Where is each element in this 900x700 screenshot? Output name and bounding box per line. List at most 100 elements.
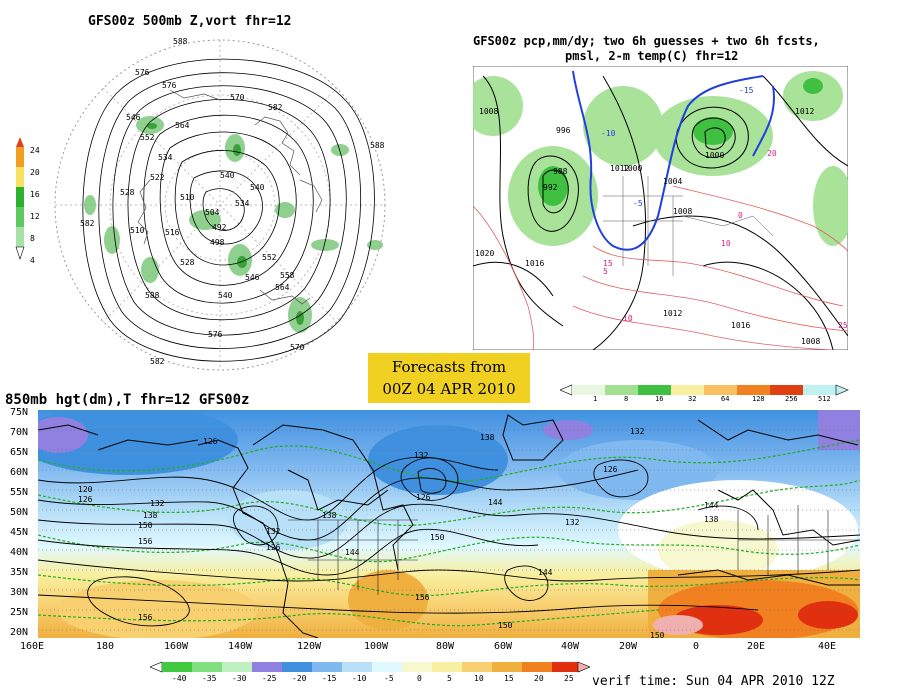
svg-text:528: 528	[180, 258, 195, 267]
forecast-line1: Forecasts from	[391, 358, 507, 376]
lat-label-75n: 75N	[10, 407, 29, 418]
svg-text:588: 588	[173, 37, 188, 46]
svg-text:150: 150	[430, 533, 445, 542]
lon-label-140w: 140W	[228, 641, 253, 652]
svg-text:120: 120	[78, 485, 93, 494]
main-map-title: 850mb hgt(dm),T fhr=12 GFS00z	[5, 392, 250, 408]
svg-text:10: 10	[623, 314, 633, 323]
svg-text:516: 516	[165, 228, 180, 237]
svg-text:570: 570	[230, 93, 245, 102]
svg-text:492: 492	[212, 223, 227, 232]
svg-text:528: 528	[120, 188, 135, 197]
precip-scale-8: 8	[624, 395, 629, 403]
temp-scale-m40: -40	[172, 674, 187, 683]
lat-label-20n: 20N	[10, 627, 29, 638]
svg-text:546: 546	[126, 113, 141, 122]
svg-text:552: 552	[262, 253, 277, 262]
svg-text:132: 132	[414, 451, 429, 460]
svg-text:1012: 1012	[663, 309, 682, 318]
lat-label-35n: 35N	[10, 567, 29, 578]
svg-text:-10: -10	[601, 129, 616, 138]
polar-vort-colorbar	[15, 137, 25, 260]
svg-text:540: 540	[218, 291, 233, 300]
svg-text:150: 150	[498, 621, 513, 630]
temp-scale-0: 0	[417, 674, 422, 683]
svg-text:498: 498	[210, 238, 225, 247]
lon-label-20e: 20E	[747, 641, 766, 652]
svg-text:582: 582	[150, 357, 165, 366]
svg-text:10: 10	[721, 239, 731, 248]
svg-text:20: 20	[767, 149, 777, 158]
svg-text:132: 132	[266, 527, 281, 536]
svg-text:1012: 1012	[610, 164, 629, 173]
temp-scale-20: 20	[534, 674, 544, 683]
svg-text:15: 15	[603, 259, 613, 268]
lat-label-50n: 50N	[10, 507, 29, 518]
svg-text:1020: 1020	[475, 249, 494, 258]
precip-map: 996 1008 988 992 1000 1004 1012 1020 101…	[473, 66, 848, 350]
svg-text:138: 138	[143, 511, 158, 520]
lat-label-45n: 45N	[10, 527, 29, 538]
svg-text:582: 582	[268, 103, 283, 112]
lat-label-40n: 40N	[10, 547, 29, 558]
svg-text:144: 144	[704, 501, 719, 510]
lon-label-40w: 40W	[561, 641, 580, 652]
svg-text:1008: 1008	[801, 337, 820, 346]
precip-scale-64: 64	[721, 395, 730, 403]
svg-text:546: 546	[245, 273, 260, 282]
svg-text:588: 588	[145, 291, 160, 300]
svg-text:126: 126	[416, 493, 431, 502]
svg-text:150: 150	[650, 631, 665, 638]
precip-scale-256: 256	[785, 395, 798, 403]
lat-label-25n: 25N	[10, 607, 29, 618]
svg-text:144: 144	[345, 548, 360, 557]
svg-text:156: 156	[415, 593, 430, 602]
svg-text:534: 534	[158, 153, 173, 162]
svg-text:1012: 1012	[795, 107, 814, 116]
lon-label-120w: 120W	[297, 641, 322, 652]
svg-text:144: 144	[488, 498, 503, 507]
svg-text:126: 126	[78, 495, 93, 504]
svg-text:1016: 1016	[731, 321, 750, 330]
lon-label-160e: 160E	[20, 641, 45, 652]
polar-panel-title: GFS00z 500mb Z,vort fhr=12	[88, 14, 292, 29]
svg-text:510: 510	[130, 226, 145, 235]
lon-label-40e: 40E	[818, 641, 837, 652]
temp-scale-labels: -40 -35 -30 -25 -20 -15 -10 -5 0 5 10 15…	[172, 674, 592, 686]
svg-text:132: 132	[150, 499, 165, 508]
temp-scale-m20: -20	[292, 674, 307, 683]
svg-text:0: 0	[738, 211, 743, 220]
svg-text:156: 156	[138, 537, 153, 546]
svg-text:552: 552	[140, 133, 155, 142]
forecast-line2: 00Z 04 APR 2010	[382, 380, 516, 398]
svg-text:588: 588	[370, 141, 385, 150]
svg-text:558: 558	[280, 271, 295, 280]
precip-panel-title-line1: GFS00z pcp,mm/dy; two 6h guesses + two 6…	[473, 34, 820, 48]
svg-text:25: 25	[838, 321, 848, 330]
svg-text:126: 126	[203, 437, 218, 446]
temp-scale-25: 25	[564, 674, 574, 683]
precip-colorbar	[560, 384, 849, 396]
svg-text:138: 138	[322, 511, 337, 520]
polar-scale-4: 4	[30, 256, 35, 265]
svg-text:138: 138	[704, 515, 719, 524]
polar-scale-16: 16	[30, 190, 40, 199]
svg-text:1000: 1000	[705, 151, 724, 160]
svg-text:132: 132	[630, 427, 645, 436]
svg-text:992: 992	[543, 183, 558, 192]
precip-scale-128: 128	[752, 395, 765, 403]
svg-text:1008: 1008	[673, 207, 692, 216]
temp-scale-15: 15	[504, 674, 514, 683]
lon-label-80w: 80W	[436, 641, 455, 652]
temp-scale-m35: -35	[202, 674, 217, 683]
svg-text:504: 504	[205, 208, 220, 217]
temp-scale-10: 10	[474, 674, 484, 683]
svg-text:144: 144	[538, 568, 553, 577]
lat-label-70n: 70N	[10, 427, 29, 438]
svg-text:576: 576	[208, 330, 223, 339]
svg-text:534: 534	[235, 199, 250, 208]
precip-scale-16: 16	[655, 395, 664, 403]
temp-scale-m15: -15	[322, 674, 337, 683]
lon-label-20w: 20W	[619, 641, 638, 652]
svg-text:564: 564	[175, 121, 190, 130]
